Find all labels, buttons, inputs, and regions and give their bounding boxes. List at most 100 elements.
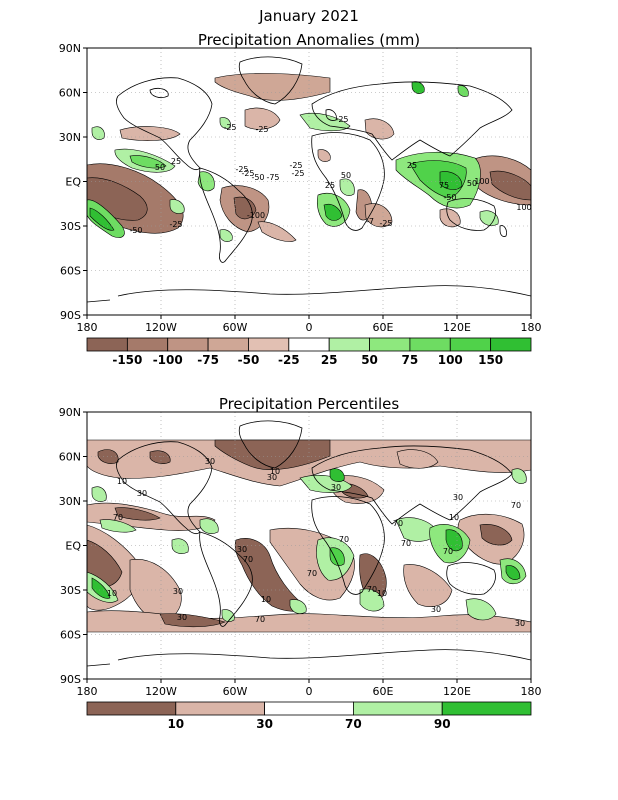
lat-tick-label: 90N (59, 406, 81, 419)
anomaly-map-title: Precipitation Anomalies (mm) (198, 31, 420, 49)
legend-label: 50 (361, 353, 378, 367)
legend-swatch (86, 337, 128, 352)
contour-label: 10 (377, 589, 387, 598)
legend-swatch (441, 701, 532, 716)
contour-label: -25 (255, 125, 268, 134)
lon-tick-label: 60W (223, 321, 248, 334)
contour-label: 25 (171, 157, 181, 166)
lat-tick-label: 60S (60, 629, 81, 642)
legend-swatch (248, 337, 290, 352)
contour-label: -50 (251, 173, 264, 182)
lat-tick-label: 30S (60, 584, 81, 597)
percentile-wet-regions (87, 468, 527, 622)
anomaly-legend: -150 -100 -75 -50 -25 25 50 75 100 150 (86, 337, 532, 367)
contour-label: -25 (335, 115, 348, 124)
legend-label: 150 (478, 353, 503, 367)
contour-label: 70 (443, 547, 453, 556)
contour-label: 30 (267, 473, 277, 482)
contour-label: -50 (129, 226, 142, 235)
lat-tick-label: EQ (65, 176, 81, 189)
lon-tick-label: 120E (443, 321, 471, 334)
lat-tick-label: EQ (65, 540, 81, 553)
lat-tick-label: 30S (60, 220, 81, 233)
legend-label: 25 (321, 353, 338, 367)
contour-label: 70 (401, 539, 411, 548)
contour-label: -7 (366, 217, 374, 226)
lon-tick-label: 0 (306, 685, 313, 698)
contour-label: -25 (379, 219, 392, 228)
contour-label: 10 (117, 477, 127, 486)
lon-tick-label: 180 (77, 321, 98, 334)
legend-label: -25 (278, 353, 300, 367)
contour-label: -75 (266, 173, 279, 182)
lat-tick-label: 90N (59, 42, 81, 55)
percentile-panel: Precipitation Percentiles (59, 395, 542, 731)
contour-label: 30 (331, 483, 341, 492)
lat-tick-label: 30N (59, 131, 81, 144)
contour-label: 30 (205, 457, 215, 466)
anomaly-gridlines (87, 48, 531, 315)
contour-label: 30 (173, 587, 183, 596)
contour-label: 10 (107, 589, 117, 598)
lon-tick-label: 60W (223, 685, 248, 698)
percentile-legend: 10 30 70 90 (86, 701, 532, 731)
contour-label: 70 (393, 519, 403, 528)
legend-swatch (328, 337, 370, 352)
contour-label: 10 (261, 595, 271, 604)
anomaly-dry-regions (87, 73, 531, 242)
contour-label: 70 (339, 535, 349, 544)
contour-label: 10 (270, 467, 280, 476)
contour-label: -25 (291, 169, 304, 178)
contour-label: -25 (235, 165, 248, 174)
legend-swatch (369, 337, 411, 352)
contour-label: 25 (407, 161, 417, 170)
legend-label: 90 (434, 717, 451, 731)
lat-tick-label: 90S (60, 309, 81, 322)
lon-tick-label: 60E (373, 685, 394, 698)
page-title: January 2021 (258, 7, 359, 25)
lon-tick-label: 120W (145, 321, 177, 334)
legend-label: -50 (238, 353, 260, 367)
contour-label: 50 (467, 179, 477, 188)
contour-label: 30 (453, 493, 463, 502)
contour-label: 30 (137, 489, 147, 498)
lon-tick-label: 180 (77, 685, 98, 698)
legend-swatch (175, 701, 266, 716)
contour-label: -25 (169, 220, 182, 229)
contour-label: 30 (237, 545, 247, 554)
lat-tick-label: 30N (59, 495, 81, 508)
percentile-gridlines (87, 412, 531, 679)
contour-label: 50 (155, 163, 165, 172)
anomaly-wet-regions (87, 81, 499, 242)
legend-swatch (264, 701, 354, 716)
contour-label: 30 (515, 619, 525, 628)
contour-label: 75 (439, 181, 449, 190)
contour-label: 70 (255, 615, 265, 624)
lon-tick-label: 180 (521, 685, 542, 698)
contour-label: 50 (341, 171, 351, 180)
contour-label: 70 (307, 569, 317, 578)
lon-tick-label: 120W (145, 685, 177, 698)
contour-label: 25 (325, 181, 335, 190)
contour-label: -25 (241, 169, 254, 178)
contour-label: 70 (367, 585, 377, 594)
percentile-map-title: Precipitation Percentiles (219, 395, 400, 413)
lat-tick-label: 90S (60, 673, 81, 686)
lon-tick-label: 180 (521, 321, 542, 334)
legend-swatch (409, 337, 451, 352)
legend-swatch (207, 337, 249, 352)
contour-label: -50 (443, 193, 456, 202)
legend-label: -150 (112, 353, 142, 367)
legend-label: 100 (438, 353, 463, 367)
legend-swatch (126, 337, 169, 352)
legend-label: 30 (256, 717, 273, 731)
contour-label: 100 (516, 203, 531, 212)
legend-label: 10 (167, 717, 184, 731)
